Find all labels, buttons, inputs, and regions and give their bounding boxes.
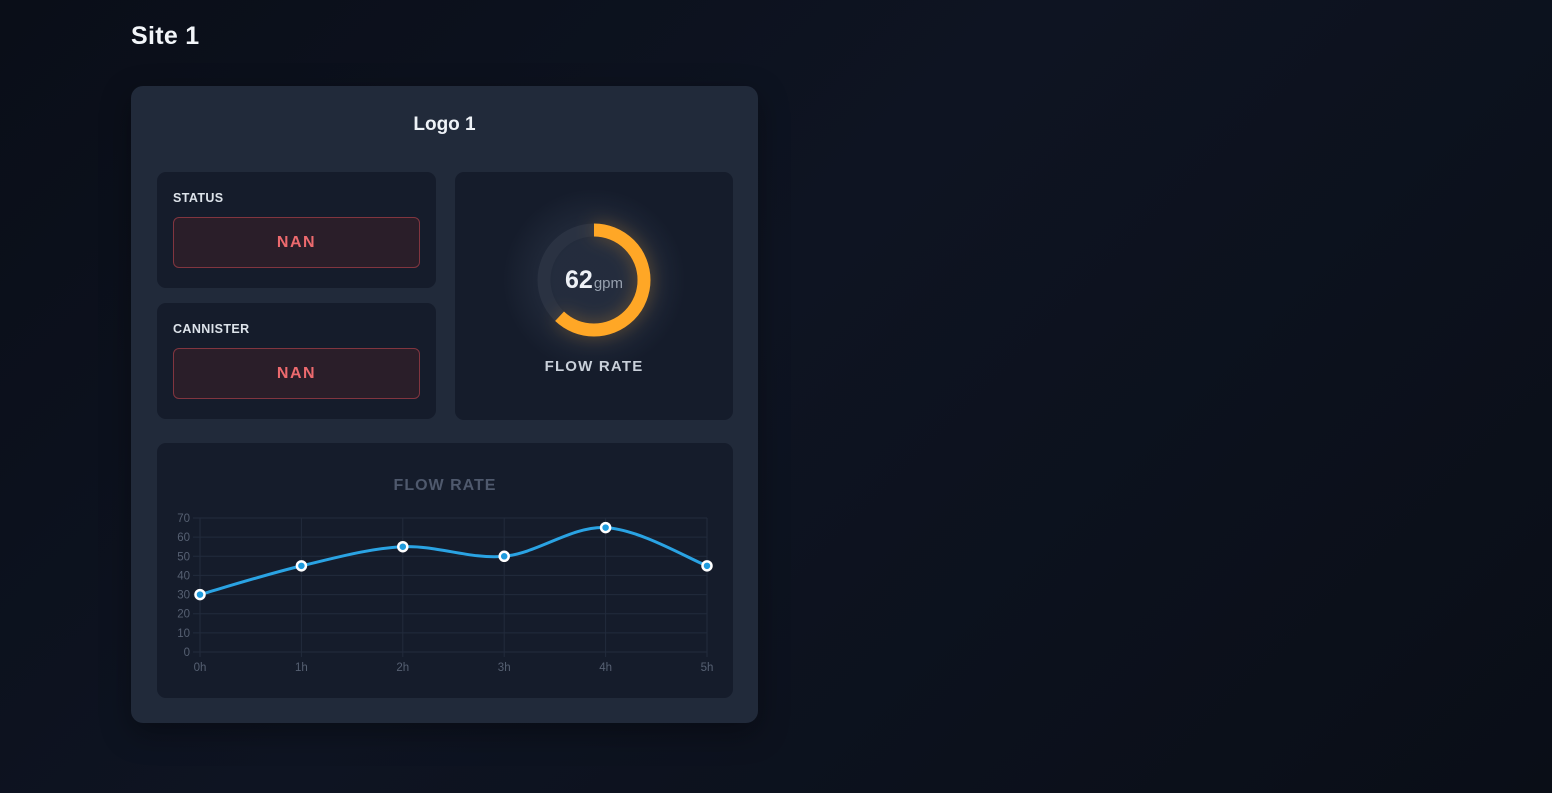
x-tick-label: 2h — [396, 662, 409, 674]
status-label: STATUS — [173, 191, 224, 205]
flow-rate-line — [198, 526, 709, 597]
logo-title: Logo 1 — [413, 114, 476, 135]
page-title: Site 1 — [131, 22, 200, 50]
x-tick-label: 3h — [498, 662, 511, 674]
flow-chart-svg: 0 10 20 30 40 50 60 70 0h 1h 2h 3h 4h 5h — [177, 513, 714, 674]
data-point — [701, 560, 713, 572]
data-point — [498, 550, 510, 563]
y-tick-label: 0 — [184, 647, 190, 659]
y-tick-label: 60 — [177, 532, 190, 544]
y-tick-label: 20 — [177, 609, 190, 621]
gauge-arc — [537, 223, 651, 337]
cannister-value-badge: NAN — [173, 348, 420, 399]
gauge-glow — [499, 185, 689, 375]
cannister-label: CANNISTER — [173, 322, 250, 336]
status-panel: STATUS NAN — [157, 172, 436, 288]
status-value-badge: NAN — [173, 217, 420, 268]
x-tick-label: 1h — [295, 662, 308, 674]
x-tick-label: 4h — [599, 662, 612, 674]
cannister-panel: CANNISTER NAN — [157, 303, 436, 419]
x-tick-label: 5h — [701, 662, 714, 674]
y-tick-label: 50 — [177, 551, 190, 563]
site-card: Logo 1 STATUS NAN CANNISTER NAN 62 gpm F… — [131, 86, 758, 723]
flow-rate-gauge-panel: 62 gpm FLOW RATE — [455, 172, 733, 420]
y-tick-label: 70 — [177, 513, 190, 525]
y-tick-label: 40 — [177, 570, 190, 582]
gauge-value: 62 — [565, 265, 593, 294]
y-tick-label: 10 — [177, 628, 190, 640]
y-tick-label: 30 — [177, 590, 190, 602]
gauge-ring — [537, 223, 651, 337]
x-tick-label: 0h — [194, 662, 207, 674]
data-point — [599, 521, 612, 534]
data-point — [397, 540, 409, 553]
flow-rate-chart-panel: FLOW RATE 0 10 20 30 40 50 60 70 0h 1h 2h 3h 4h 5h — [157, 443, 733, 698]
data-point — [194, 588, 206, 601]
gauge-title: FLOW RATE — [544, 358, 644, 375]
data-point — [295, 560, 308, 572]
chart-title: FLOW RATE — [393, 477, 497, 494]
gauge-readout: 62 gpm — [519, 205, 669, 355]
flow-rate-gauge: 62 gpm — [499, 185, 689, 375]
gauge-unit: gpm — [593, 274, 623, 292]
